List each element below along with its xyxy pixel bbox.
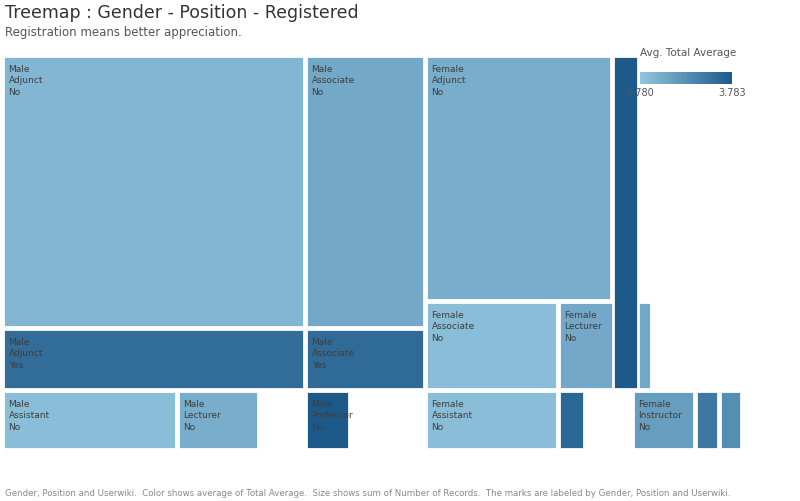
Bar [426,57,611,301]
Text: Female
Adjunct
No: Female Adjunct No [432,65,466,97]
Text: Male
Lecturer
No: Male Lecturer No [184,399,222,431]
Bar [426,303,557,389]
Bar [613,57,638,389]
Text: Male
Adjunct
Yes: Male Adjunct Yes [9,337,43,369]
Text: Male
Assistant
No: Male Assistant No [9,399,50,431]
Bar [696,391,718,449]
Text: Female
Associate
No: Female Associate No [432,311,475,342]
Text: Female
Assistant
No: Female Assistant No [432,399,473,431]
Bar [559,391,584,449]
Text: Female
Instructor
No: Female Instructor No [638,399,682,431]
Text: Registration means better appreciation.: Registration means better appreciation. [5,26,242,39]
Text: Male
Adjunct
No: Male Adjunct No [9,65,43,97]
Bar [306,391,349,449]
Text: Male
Associate
No: Male Associate No [312,65,355,97]
Bar [306,329,424,389]
Bar [306,57,424,327]
Text: Avg. Total Average: Avg. Total Average [640,48,736,58]
Text: Male
Associate
Yes: Male Associate Yes [312,337,355,369]
Bar [720,391,741,449]
Text: Female
Lecturer
No: Female Lecturer No [565,311,602,342]
Text: Gender, Position and Userwiki.  Color shows average of Total Average.  Size show: Gender, Position and Userwiki. Color sho… [5,488,730,497]
Text: Male
Professor
No: Male Professor No [312,399,354,431]
Bar [3,57,304,327]
Bar [633,391,694,449]
Bar [3,329,304,389]
Text: Treemap : Gender - Position - Registered: Treemap : Gender - Position - Registered [5,4,358,22]
Bar [559,303,651,389]
Bar [178,391,258,449]
Bar [3,391,176,449]
Bar [426,391,557,449]
